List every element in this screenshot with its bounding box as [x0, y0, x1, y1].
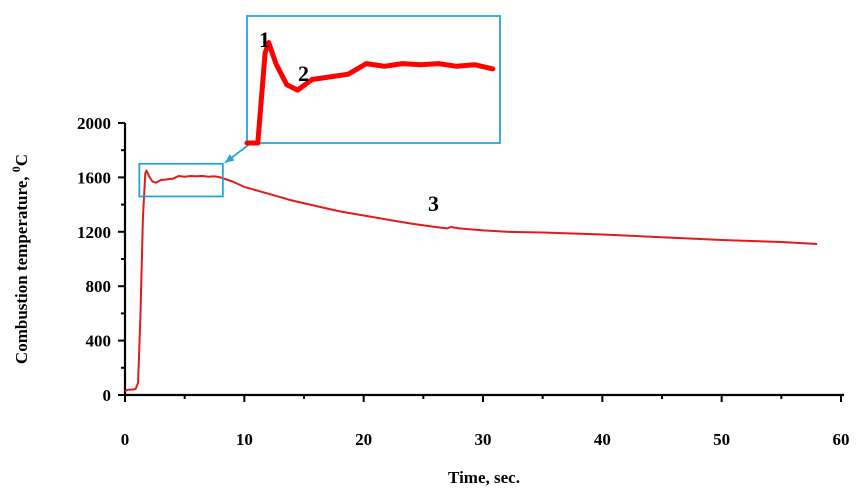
x-tick-label: 10 — [236, 430, 253, 449]
y-axis-title: Combustion temperature, 0C — [9, 154, 31, 364]
x-axis-title: Time, sec. — [448, 468, 520, 487]
inset-frame — [246, 15, 501, 144]
zoom-region-box — [138, 162, 224, 198]
x-tick-label: 40 — [594, 430, 611, 449]
temperature-series-line — [124, 169, 818, 392]
y-tick-label: 1600 — [77, 168, 111, 187]
x-ticks: 0 10 20 30 40 50 60 — [121, 395, 850, 449]
x-tick-label: 60 — [833, 430, 850, 449]
annotation-2: 2 — [298, 61, 309, 86]
y-tick-label: 2000 — [77, 114, 111, 133]
zoom-arrowhead — [224, 154, 235, 163]
y-tick-label: 800 — [86, 277, 112, 296]
y-tick-label: 0 — [103, 386, 112, 405]
x-tick-label: 30 — [475, 430, 492, 449]
x-tick-label: 50 — [713, 430, 730, 449]
annotation-3: 3 — [428, 191, 439, 216]
inset-chart — [244, 15, 501, 146]
x-tick-label: 0 — [121, 430, 130, 449]
annotation-1: 1 — [259, 27, 270, 52]
y-tick-label: 1200 — [77, 223, 111, 242]
axes: 0 10 20 30 40 50 60 0 400 800 1200 1600 2000 — [77, 114, 850, 449]
y-ticks: 0 400 800 1200 1600 2000 — [77, 114, 125, 405]
y-tick-label: 400 — [86, 332, 112, 351]
y-axis-title-sup: 0 — [9, 166, 23, 172]
y-axis-title-unit: C — [12, 154, 31, 166]
inset-series-line — [244, 40, 496, 146]
y-axis-title-main: Combustion temperature, — [12, 172, 31, 364]
x-tick-label: 20 — [355, 430, 372, 449]
